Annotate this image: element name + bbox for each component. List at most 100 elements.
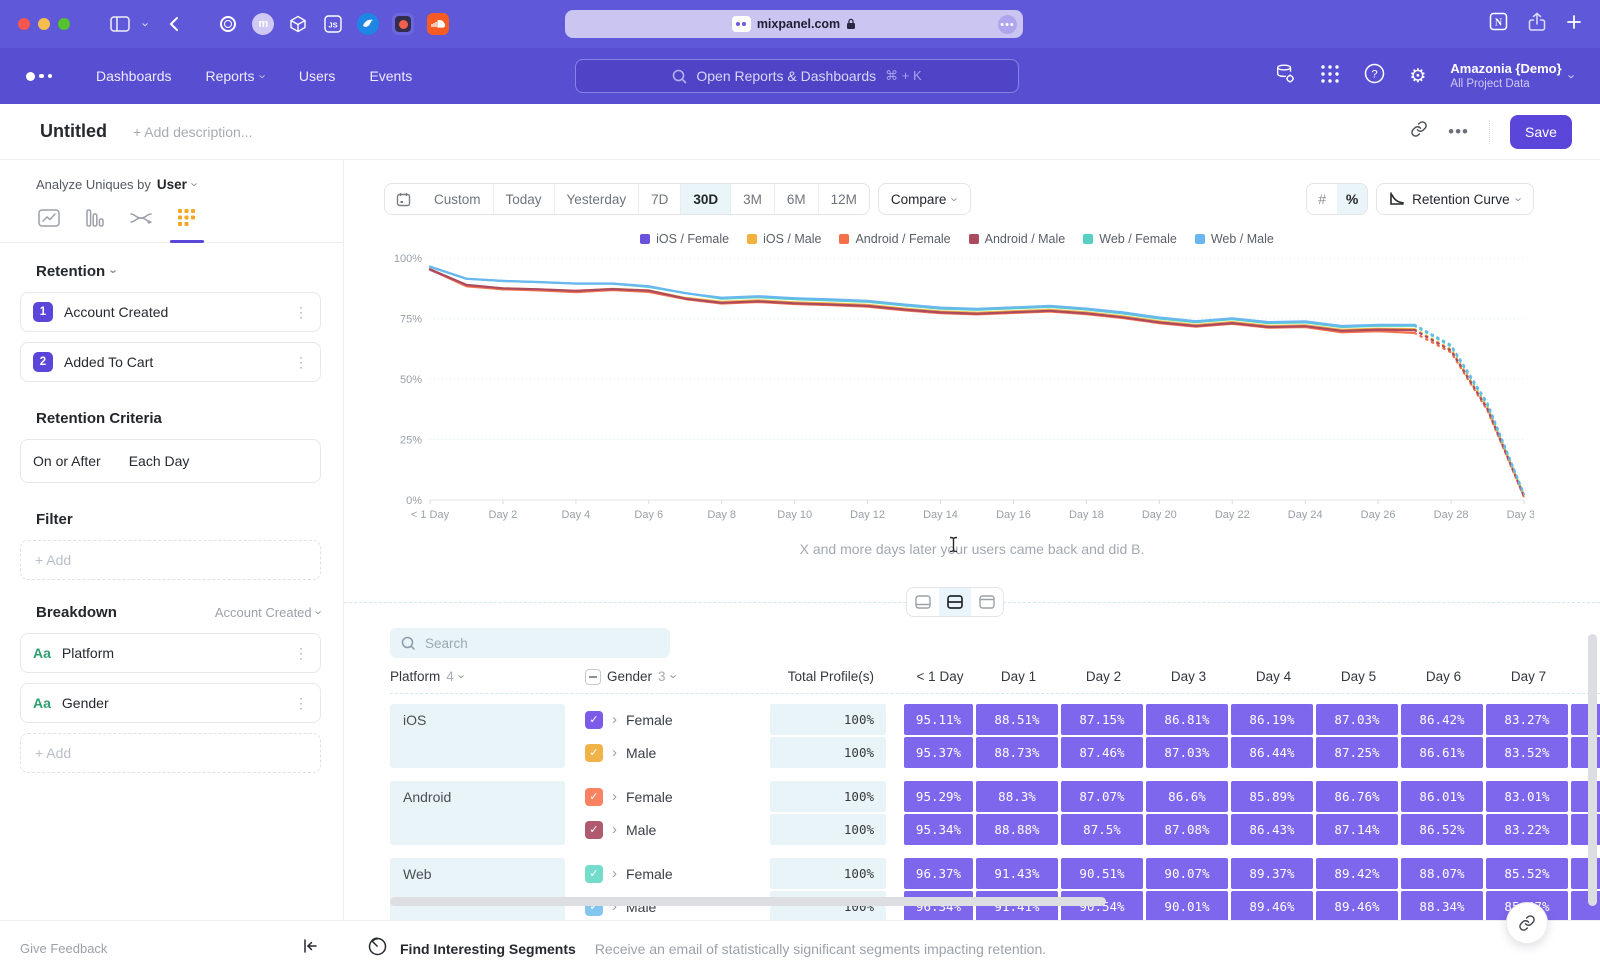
retention-cell[interactable]: 95.11% [904,704,973,735]
count-toggle[interactable]: # [1307,184,1337,214]
gender-row-header[interactable]: ✓›Male [575,814,770,845]
retention-cell[interactable]: 86.42% [1401,704,1483,735]
retention-step-1[interactable]: 1 Account Created ⋮ [20,292,321,332]
retention-cell[interactable]: 95.37% [904,737,973,768]
retention-cell[interactable]: 85.52% [1486,858,1568,889]
gender-checkbox[interactable]: ✓ [585,744,603,762]
retention-cell[interactable]: 83.27% [1486,704,1568,735]
platform-column-header[interactable]: Platform4› [390,669,575,684]
retention-cell[interactable]: 88.88% [976,814,1058,845]
platform-cell[interactable]: Android [390,781,565,845]
retention-cell[interactable]: 86.6% [1146,781,1228,812]
record-ring-icon[interactable] [217,13,239,35]
retention-cell[interactable]: 90.51% [1061,858,1143,889]
retention-cell[interactable]: 86.61% [1401,737,1483,768]
gender-row-header[interactable]: ✓›Male [575,737,770,768]
breakdown-scope-selector[interactable]: Account Created› [215,605,321,620]
retention-cell[interactable]: 86.52% [1401,814,1483,845]
notion-icon[interactable]: N [1489,12,1508,36]
chevron-expand-icon[interactable]: › [612,744,617,761]
soundcloud-icon[interactable] [427,13,449,35]
give-feedback-link[interactable]: Give Feedback [20,941,107,956]
m-avatar-icon[interactable]: m [252,13,274,35]
retention-cell[interactable]: 83.01% [1486,781,1568,812]
retention-cell[interactable]: 83.52% [1486,737,1568,768]
chevron-expand-icon[interactable]: › [612,821,617,838]
add-description-field[interactable]: + Add description... [133,124,252,140]
date-range-today[interactable]: Today [493,184,554,214]
retention-cell[interactable]: 86.19% [1231,704,1313,735]
retention-cell[interactable]: 86.01% [1401,781,1483,812]
nav-item-dashboards[interactable]: Dashboards [96,68,172,84]
retention-cell[interactable]: 89.37% [1231,858,1313,889]
back-icon[interactable] [168,16,179,32]
percent-toggle[interactable]: % [1337,184,1367,214]
retention-cell[interactable]: 86.44% [1231,737,1313,768]
filter-add-button[interactable]: + Add [20,540,321,580]
gender-row-header[interactable]: ✓›Female [575,704,770,735]
legend-item[interactable]: Android / Female [839,232,950,246]
column-header-day[interactable]: Day 4 [1231,669,1316,684]
retention-cell[interactable]: 87.03% [1146,737,1228,768]
retention-cell[interactable]: 88.34% [1401,891,1483,920]
platform-cell[interactable]: Web [390,858,565,920]
gender-checkbox[interactable]: ✓ [585,865,603,883]
column-header-day[interactable]: Day 5 [1316,669,1401,684]
column-header-day[interactable]: Day 3 [1146,669,1231,684]
compare-button[interactable]: Compare› [878,183,971,215]
retention-cell[interactable]: 87.25% [1316,737,1398,768]
legend-item[interactable]: Web / Male [1195,232,1274,246]
layout-table-only-button[interactable] [971,588,1003,616]
breakdown-add-button[interactable]: + Add [20,733,321,773]
chevron-down-icon[interactable]: › [108,269,121,273]
share-link-fab[interactable] [1506,902,1548,944]
copy-link-icon[interactable] [1410,120,1428,143]
help-icon[interactable]: ? [1364,63,1385,89]
kebab-menu-icon[interactable]: ⋮ [294,645,308,662]
gender-row-header[interactable]: ✓›Female [575,858,770,889]
collapse-sidebar-icon[interactable] [302,939,318,958]
retention-cell[interactable]: 87.08% [1146,814,1228,845]
column-header-day[interactable]: Day 1 [976,669,1061,684]
date-range-7d[interactable]: 7D [638,184,680,214]
retention-cell[interactable]: 90.01% [1146,891,1228,920]
nav-item-users[interactable]: Users [299,68,336,84]
horizontal-scrollbar[interactable] [390,897,1106,906]
date-range-3m[interactable]: 3M [730,184,774,214]
loom-icon[interactable] [392,13,414,35]
column-header-day[interactable]: Day 7 [1486,669,1571,684]
date-range-6m[interactable]: 6M [774,184,818,214]
layout-chart-only-button[interactable] [907,588,939,616]
retention-cell[interactable]: 85.89% [1231,781,1313,812]
gender-checkbox[interactable]: ✓ [585,821,603,839]
close-window-button[interactable] [18,18,30,30]
chevron-expand-icon[interactable]: › [612,711,617,728]
nav-item-events[interactable]: Events [369,68,412,84]
retention-cell[interactable]: 88.73% [976,737,1058,768]
tab-retention[interactable] [176,207,198,229]
find-segments-title[interactable]: Find Interesting Segments [400,941,576,957]
column-header-day[interactable]: Day 2 [1061,669,1146,684]
global-search-input[interactable]: Open Reports & Dashboards ⌘ + K [575,59,1019,93]
legend-item[interactable]: Android / Male [969,232,1066,246]
criteria-on-or-after[interactable]: On or After [33,453,101,469]
layout-split-button[interactable] [939,588,971,616]
retention-step-2[interactable]: 2 Added To Cart ⋮ [20,342,321,382]
gender-row-header[interactable]: ✓›Female [575,781,770,812]
criteria-each-day[interactable]: Each Day [129,453,190,469]
kebab-menu-icon[interactable]: ⋮ [294,304,308,321]
retention-cell[interactable]: 89.42% [1316,858,1398,889]
retention-cell[interactable]: 86.43% [1231,814,1313,845]
kebab-menu-icon[interactable]: ⋮ [294,695,308,712]
retention-cell[interactable]: 90.07% [1146,858,1228,889]
retention-cell[interactable]: 96.37% [904,858,973,889]
tab-funnels[interactable] [84,207,106,229]
column-header-day[interactable]: < 1 Day [904,669,976,684]
retention-cell[interactable]: 95.34% [904,814,973,845]
retention-cell[interactable]: 87.5% [1061,814,1143,845]
legend-item[interactable]: Web / Female [1083,232,1177,246]
kebab-menu-icon[interactable]: ⋮ [294,354,308,371]
retention-cell[interactable]: 87.14% [1316,814,1398,845]
retention-cell[interactable]: 95.29% [904,781,973,812]
address-bar[interactable]: mixpanel.com ••• [565,10,1023,38]
